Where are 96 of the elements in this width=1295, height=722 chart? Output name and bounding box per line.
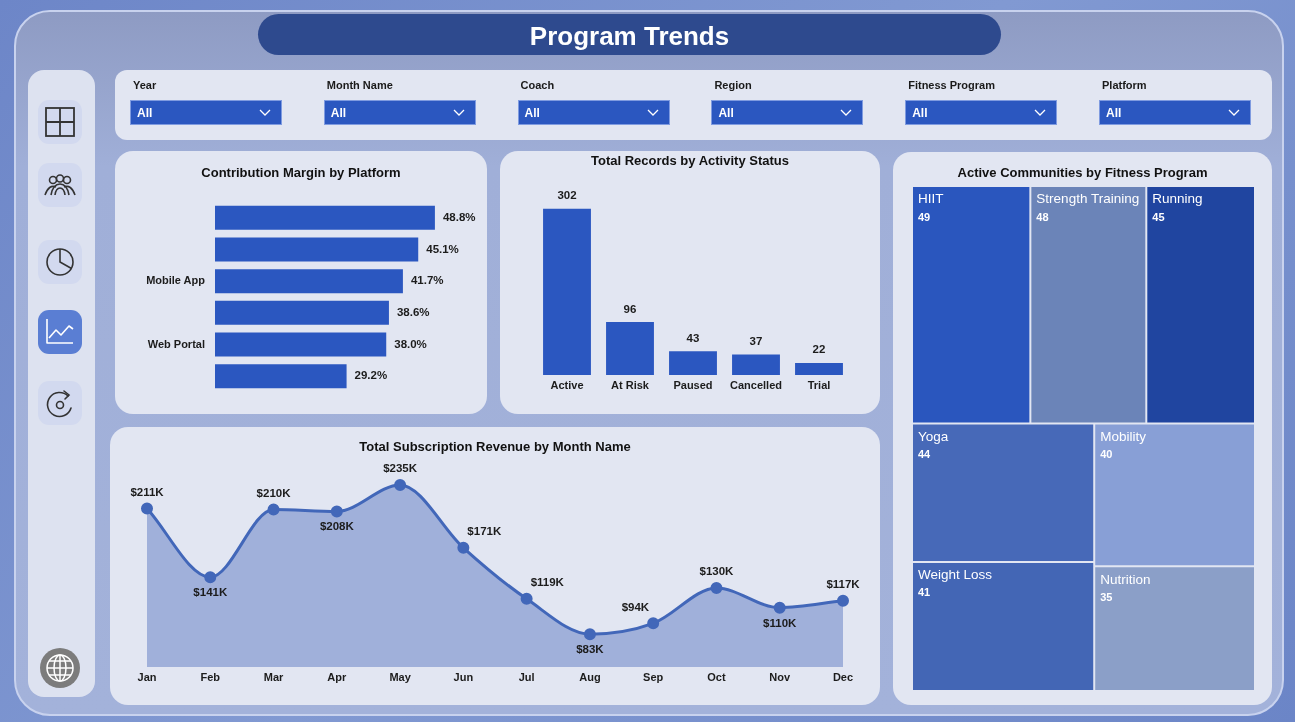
data-label: 45.1% bbox=[426, 242, 459, 255]
bar bbox=[215, 300, 389, 325]
text: Month Name bbox=[326, 78, 393, 92]
x-tick-label: Trial bbox=[807, 378, 831, 391]
point bbox=[394, 478, 407, 491]
category-label: HIIT bbox=[918, 191, 944, 207]
chart-title: Total Records by Activity Status bbox=[590, 153, 790, 169]
x-tick-label: Paused bbox=[673, 378, 713, 391]
x-tick-label: May bbox=[389, 670, 412, 683]
bar bbox=[215, 237, 419, 262]
bar bbox=[669, 351, 717, 375]
data-label: $130K bbox=[699, 565, 735, 578]
data-label: 41 bbox=[918, 586, 931, 599]
x-tick-label: Jun bbox=[453, 670, 474, 683]
category-label: Running bbox=[1152, 191, 1203, 207]
dropdown: All bbox=[130, 100, 282, 125]
data-label: 22 bbox=[812, 343, 826, 356]
data-label: 49 bbox=[918, 210, 931, 223]
bar bbox=[215, 205, 435, 230]
bar bbox=[795, 362, 843, 375]
data-label: $211K bbox=[130, 485, 165, 498]
chart-title: Contribution Margin by Platform bbox=[200, 165, 402, 181]
data-label: $110K bbox=[763, 616, 798, 629]
point bbox=[457, 541, 470, 554]
data-label: 35 bbox=[1100, 590, 1113, 603]
text: Region bbox=[714, 78, 752, 92]
x-tick-label: At Risk bbox=[611, 378, 650, 391]
x-tick-label: Aug bbox=[579, 670, 601, 683]
x-tick-label: Jul bbox=[518, 670, 535, 683]
point bbox=[204, 571, 217, 584]
point bbox=[710, 582, 723, 595]
data-label: $210K bbox=[256, 486, 292, 499]
data-label: $171K bbox=[467, 525, 502, 538]
data-label: 45 bbox=[1152, 210, 1165, 223]
bar bbox=[543, 208, 591, 375]
bar bbox=[215, 269, 403, 294]
text: Year bbox=[133, 78, 157, 92]
data-label: $94K bbox=[621, 600, 650, 613]
category-label: Strength Training bbox=[1036, 191, 1140, 207]
point bbox=[837, 594, 849, 607]
data-label: 48.8% bbox=[442, 211, 476, 224]
x-tick-label: Active bbox=[550, 378, 584, 391]
data-label: $235K bbox=[383, 462, 418, 475]
point bbox=[141, 502, 153, 515]
data-label: $141K bbox=[193, 586, 228, 599]
x-tick-label: Cancelled bbox=[730, 378, 782, 391]
text: Platform bbox=[1102, 78, 1147, 92]
data-label: 40 bbox=[1100, 447, 1113, 460]
bar bbox=[215, 364, 347, 389]
y-tick-label: Web Portal bbox=[147, 337, 205, 350]
category-label: Nutrition bbox=[1100, 571, 1151, 587]
text: Coach bbox=[520, 78, 555, 92]
text: Program Trends bbox=[528, 21, 731, 51]
text: Fitness Program bbox=[908, 78, 995, 92]
category-label: Weight Loss bbox=[918, 567, 993, 583]
data-label: 38.6% bbox=[396, 306, 430, 319]
x-tick-label: Feb bbox=[200, 670, 221, 683]
data-label: 48 bbox=[1036, 210, 1049, 223]
dropdown: All bbox=[711, 100, 864, 125]
bar bbox=[215, 332, 387, 357]
dropdown: All bbox=[323, 100, 476, 125]
data-label: $83K bbox=[576, 643, 605, 656]
dropdown: All bbox=[1099, 100, 1251, 125]
data-label: 96 bbox=[623, 302, 637, 315]
y-tick-label: Mobile App bbox=[146, 274, 206, 287]
x-tick-label: Mar bbox=[263, 670, 285, 683]
chart-title: Total Subscription Revenue by Month Name bbox=[358, 439, 632, 455]
x-tick-label: Dec bbox=[832, 670, 854, 683]
point bbox=[330, 505, 343, 518]
point bbox=[267, 503, 280, 516]
x-tick-label: Oct bbox=[707, 670, 726, 683]
point bbox=[773, 601, 786, 614]
data-label: 38.0% bbox=[394, 337, 427, 350]
data-label: 37 bbox=[749, 335, 763, 348]
x-tick-label: Jan bbox=[137, 670, 157, 683]
x-tick-label: Sep bbox=[643, 670, 664, 683]
point bbox=[520, 592, 533, 605]
data-label: 44 bbox=[918, 447, 932, 460]
data-label: 43 bbox=[686, 331, 700, 344]
bar bbox=[732, 354, 780, 375]
category-label: Mobility bbox=[1100, 428, 1147, 444]
bar bbox=[606, 322, 654, 375]
data-label: $117K bbox=[826, 578, 861, 591]
data-label: 29.2% bbox=[354, 369, 388, 382]
x-tick-label: Nov bbox=[769, 670, 791, 683]
data-label: $119K bbox=[530, 576, 565, 589]
x-tick-label: Apr bbox=[327, 670, 347, 683]
text: Active Communities by Fitness Program bbox=[956, 165, 1209, 181]
dropdown: All bbox=[517, 100, 670, 125]
data-label: 302 bbox=[557, 189, 577, 202]
point bbox=[647, 617, 660, 630]
data-label: 41.7% bbox=[410, 274, 444, 287]
category-label: Yoga bbox=[918, 428, 949, 444]
data-label: $208K bbox=[319, 520, 355, 533]
dropdown: All bbox=[905, 100, 1058, 125]
point bbox=[583, 628, 596, 641]
